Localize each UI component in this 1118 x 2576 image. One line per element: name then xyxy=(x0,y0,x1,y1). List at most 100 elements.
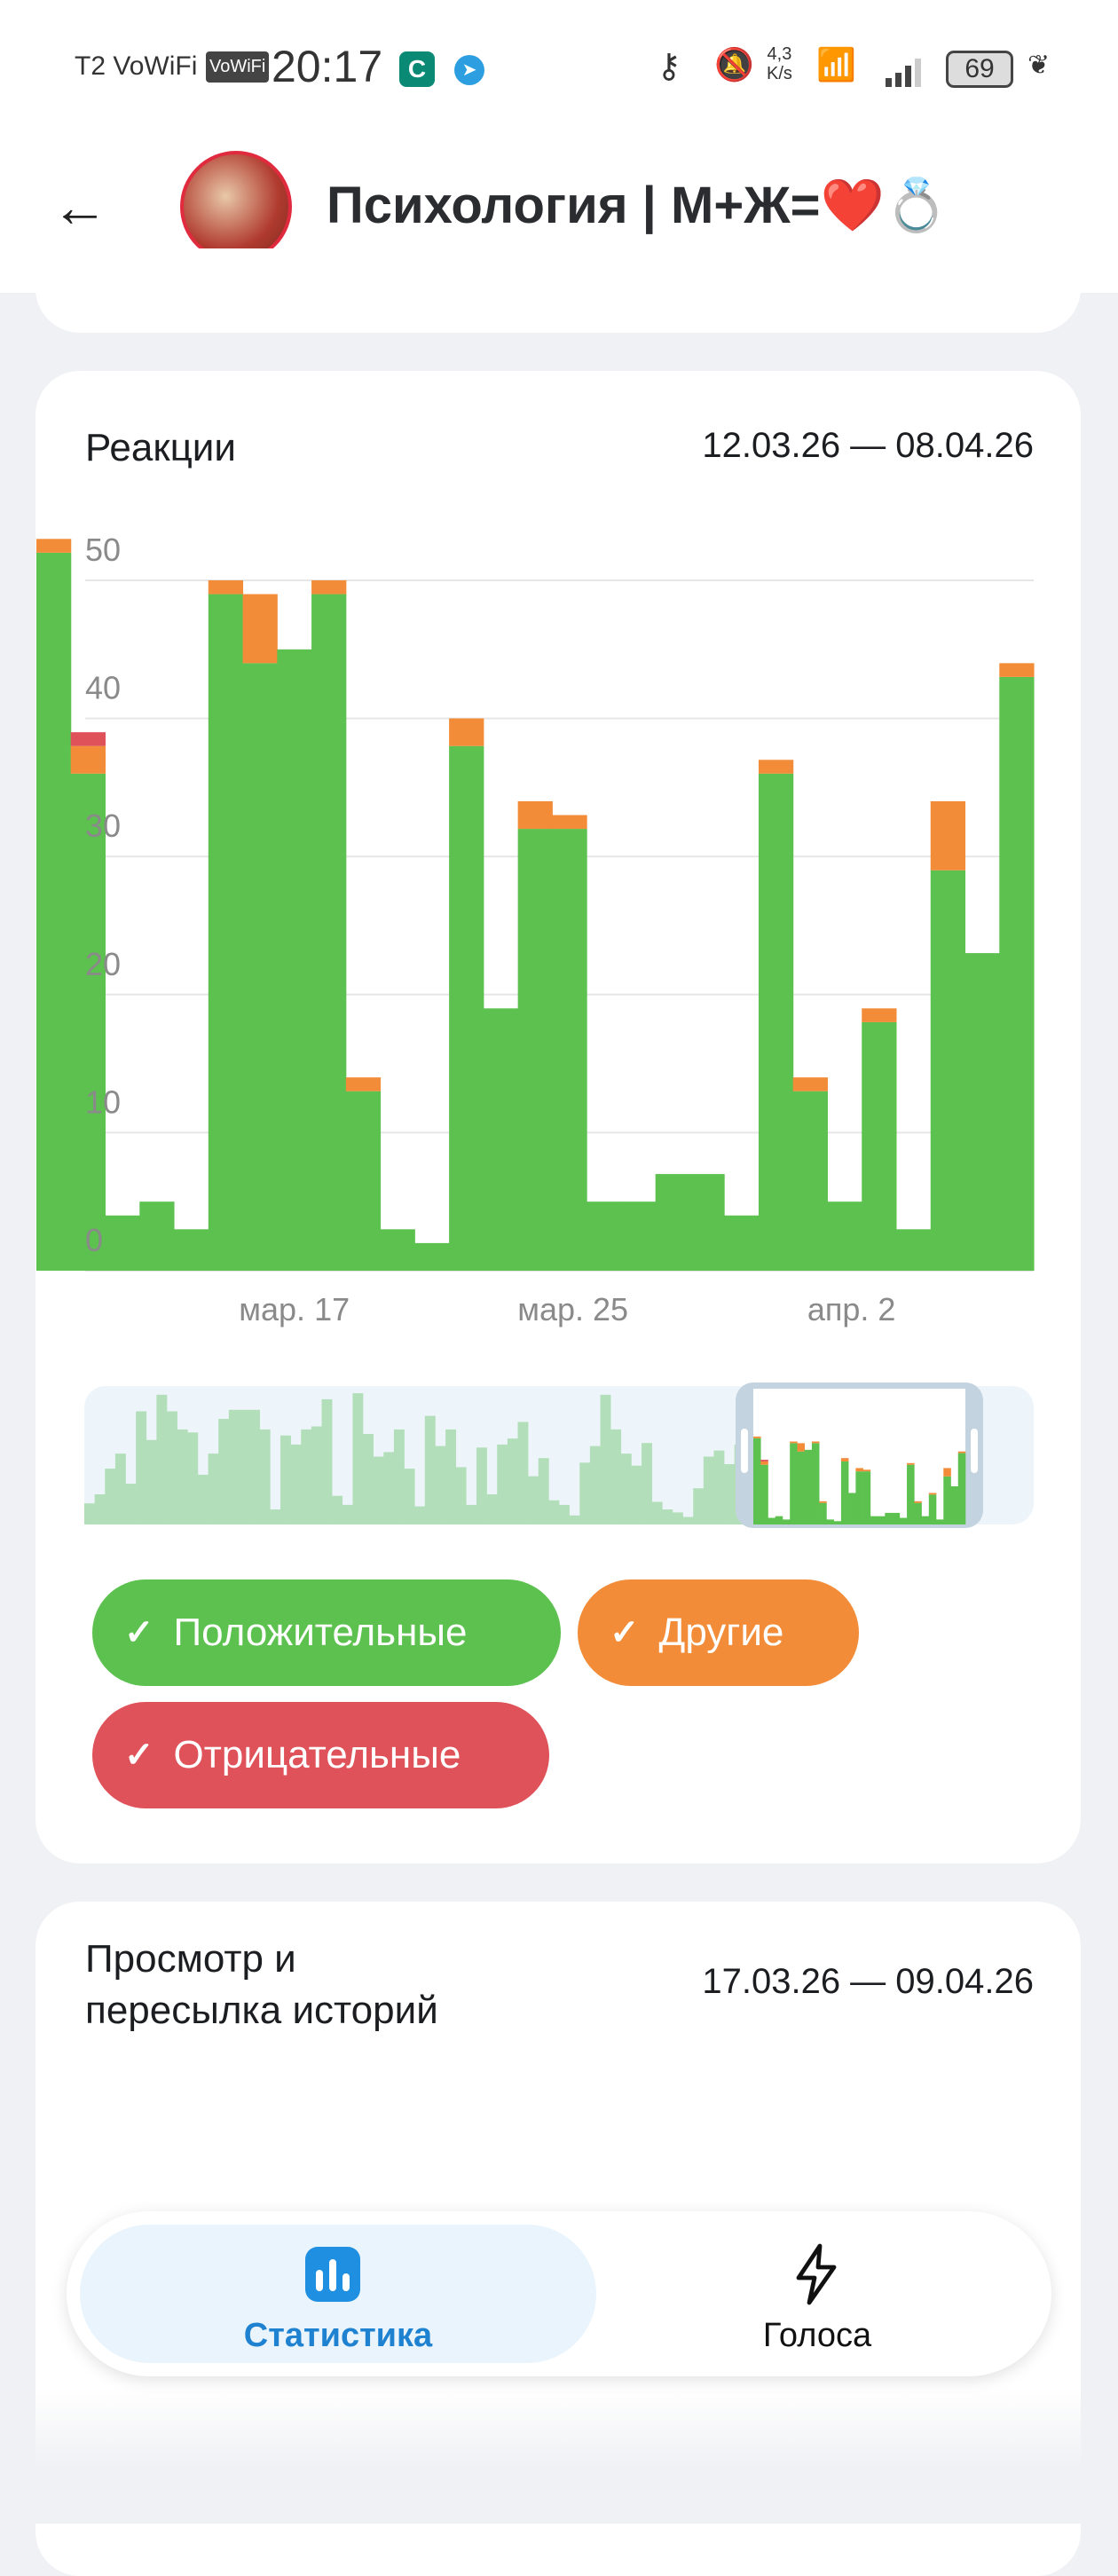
bar-segment-positive xyxy=(208,594,244,1271)
overview-bar xyxy=(559,1504,570,1524)
chip-label: Положительные xyxy=(173,1611,468,1654)
overview-bar xyxy=(642,1443,652,1524)
overview-bar xyxy=(424,1415,436,1524)
bar-segment-positive xyxy=(792,1091,828,1271)
back-button[interactable]: ← xyxy=(51,174,108,240)
overview-bar xyxy=(342,1504,353,1524)
status-bar: T2 VoWiFi VoWiFi 20:17 C ➤ ⚷ 🔕 4,3 K/s 📶 … xyxy=(0,0,1118,133)
overview-window-bar xyxy=(957,1453,966,1524)
overview-bar xyxy=(393,1429,405,1524)
lightning-icon xyxy=(796,2243,837,2305)
overview-window-bar xyxy=(892,1512,901,1524)
overview-navigator[interactable] xyxy=(80,1375,1038,1535)
overview-bar xyxy=(713,1450,725,1524)
bell-off-icon: 🔕 xyxy=(714,46,754,83)
bar-segment-positive xyxy=(587,1201,622,1271)
nav-statistics[interactable]: Статистика xyxy=(80,2225,596,2363)
title-line: пересылка историй xyxy=(85,1989,438,2032)
overview-bar xyxy=(548,1500,560,1524)
bar-segment-other xyxy=(345,1077,382,1091)
overview-bar xyxy=(177,1429,188,1524)
date-range[interactable]: 17.03.26 — 09.04.26 xyxy=(702,1962,1034,2001)
overview-bar xyxy=(724,1464,736,1524)
net-speed-unit: K/s xyxy=(767,64,792,83)
overview-window-bar xyxy=(797,1451,805,1524)
overview-bar xyxy=(455,1467,467,1524)
overview-bar xyxy=(197,1474,209,1524)
chip-label: Другие xyxy=(658,1611,784,1654)
overview-bar xyxy=(476,1447,487,1524)
bar-segment-positive xyxy=(483,1008,519,1271)
check-icon: ✓ xyxy=(124,1613,154,1652)
legend-chip-other[interactable]: ✓ Другие xyxy=(578,1579,859,1686)
date-range[interactable]: 12.03.26 — 08.04.26 xyxy=(702,426,1034,465)
overview-bar xyxy=(383,1452,395,1524)
overview-window-bar xyxy=(899,1517,908,1524)
overview-window-bar xyxy=(855,1468,863,1472)
bar-segment-positive xyxy=(827,1201,862,1271)
overview-bar xyxy=(373,1456,384,1524)
avatar[interactable] xyxy=(180,151,292,263)
check-icon: ✓ xyxy=(124,1736,154,1775)
bar-segment-other xyxy=(862,1008,897,1022)
overview-bar xyxy=(538,1458,549,1524)
overview-bar xyxy=(466,1504,477,1524)
overview-bar xyxy=(270,1509,281,1524)
overview-bar xyxy=(125,1484,137,1524)
bar-segment-positive xyxy=(758,773,794,1271)
overview-bar xyxy=(672,1512,683,1524)
page-title: Психология | М+Ж=❤️💍 xyxy=(327,177,949,234)
legend-chip-positive[interactable]: ✓ Положительные xyxy=(92,1579,561,1686)
legend-chip-negative[interactable]: ✓ Отрицательные xyxy=(92,1702,549,1808)
overview-bar xyxy=(228,1409,240,1524)
bar-segment-other xyxy=(552,815,587,830)
y-tick-label: 40 xyxy=(85,670,121,706)
leaf-icon: ❦ xyxy=(1027,51,1051,80)
bottom-fade xyxy=(0,2387,1118,2524)
bar-segment-positive xyxy=(70,773,106,1271)
overview-bar xyxy=(662,1509,673,1524)
bottom-nav: Статистика Голоса xyxy=(67,2211,1051,2376)
bar-segment-positive xyxy=(999,676,1035,1271)
y-tick-label: 0 xyxy=(85,1222,103,1258)
overview-window-bar xyxy=(950,1485,959,1524)
navigator-handle-right xyxy=(971,1429,978,1473)
bar-segment-positive xyxy=(964,953,1000,1271)
overview-window-bar xyxy=(907,1462,915,1465)
navigator-handle-left xyxy=(741,1429,748,1473)
bar-segment-positive xyxy=(689,1174,725,1271)
overview-bar xyxy=(218,1419,230,1524)
overview-window-bar xyxy=(775,1516,783,1524)
overview-bar xyxy=(259,1429,271,1524)
overview-window-bar xyxy=(790,1441,798,1444)
bar-segment-positive xyxy=(930,870,966,1271)
overview-window-bar xyxy=(797,1443,805,1452)
overview-window-bar xyxy=(811,1441,820,1444)
overview-bar xyxy=(136,1411,147,1524)
nav-votes[interactable]: Голоса xyxy=(596,2225,1038,2363)
overview-bar xyxy=(311,1426,322,1524)
overview-bar xyxy=(332,1495,343,1524)
overview-window-bar xyxy=(804,1449,813,1524)
overview-bar xyxy=(610,1429,622,1524)
nav-label: Статистика xyxy=(243,2317,433,2354)
bar-segment-positive xyxy=(862,1021,897,1271)
overview-bar xyxy=(693,1488,705,1524)
card-title: Реакции xyxy=(85,426,236,469)
net-speed-value: 4,3 xyxy=(767,44,792,64)
title-line: Просмотр и xyxy=(85,1937,296,1981)
overview-bar xyxy=(208,1453,219,1524)
overview-window-bar xyxy=(753,1436,761,1438)
overview-window-bar xyxy=(819,1501,827,1503)
overview-bar xyxy=(249,1409,261,1524)
overview-bar xyxy=(486,1494,498,1524)
bar-segment-positive xyxy=(277,649,312,1271)
bar-segment-positive xyxy=(552,829,587,1271)
overview-window-bar xyxy=(782,1519,791,1524)
bar-segment-positive xyxy=(620,1201,657,1271)
overview-bar xyxy=(280,1435,291,1524)
bar-segment-other xyxy=(208,580,244,595)
net-speed: 4,3 K/s xyxy=(767,44,792,83)
overview-bar xyxy=(84,1503,95,1524)
overview-window-bar xyxy=(870,1516,878,1524)
